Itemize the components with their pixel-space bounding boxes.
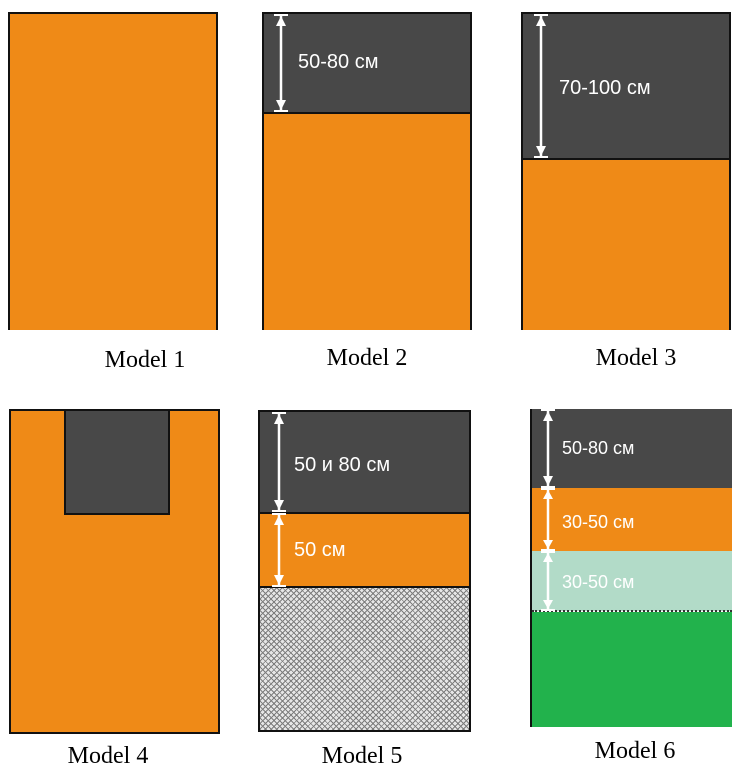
model-6-mint-layer [532, 551, 732, 611]
model-3-dimension-label: 70-100 см [559, 77, 651, 99]
model-2-dimension-label: 50-80 см [298, 51, 379, 73]
model-3-diagram: 70-100 см [521, 12, 731, 330]
model-5-divider-1 [260, 512, 469, 514]
model-1-caption: Model 1 [104, 347, 186, 373]
model-6-dark-layer [532, 409, 732, 488]
model-3-divider [523, 158, 729, 160]
model-6-dotted-divider [532, 610, 732, 612]
model-6-dimension-label-3: 30-50 см [562, 572, 635, 592]
model-4-caption: Model 4 [67, 743, 149, 769]
model-4-dark-inset [64, 411, 170, 515]
model-5-caption: Model 5 [321, 743, 403, 769]
model-6-green-layer [532, 612, 732, 727]
model-6-orange-layer [532, 488, 732, 551]
model-3-dark-layer [523, 14, 729, 159]
model-4-diagram [9, 409, 220, 734]
model-2-divider [264, 112, 470, 114]
model-2-dark-layer [264, 14, 470, 113]
model-1-diagram [8, 12, 218, 330]
model-2-orange-layer [264, 114, 470, 330]
model-6-dimension-label-2: 30-50 см [562, 512, 635, 532]
model-5-diagram: 50 и 80 см 50 см [258, 410, 471, 732]
model-5-dimension-label-1: 50 и 80 см [294, 454, 391, 476]
model-2-caption: Model 2 [326, 345, 408, 371]
model-5-dimension-label-2: 50 см [294, 539, 346, 561]
model-6-caption: Model 6 [594, 738, 676, 764]
model-6-diagram: 50-80 см 30-50 см 30-50 см [530, 409, 732, 727]
model-2-diagram: 50-80 см [262, 12, 472, 330]
model-6-dimension-label-1: 50-80 см [562, 438, 635, 458]
model-5-mesh-layer [260, 588, 469, 730]
model-5-orange-layer [260, 514, 469, 587]
model-1-orange-layer [10, 14, 216, 330]
model-5-divider-2 [260, 586, 469, 588]
model-5-dark-layer [260, 412, 469, 513]
model-3-caption: Model 3 [595, 345, 677, 371]
model-3-orange-layer [523, 160, 729, 330]
